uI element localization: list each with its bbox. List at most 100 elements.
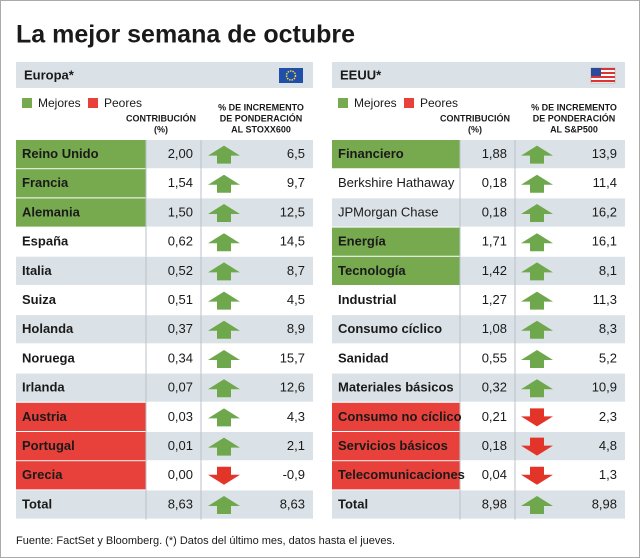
contribution: 0,32 <box>482 380 507 395</box>
legend-swatch <box>22 98 32 108</box>
increment: 13,9 <box>592 146 617 161</box>
name-cell <box>332 315 460 345</box>
name-cell <box>16 490 146 520</box>
panel-name: EEUU* <box>340 67 382 82</box>
row-name: Total <box>22 496 52 511</box>
increment: 5,2 <box>599 350 617 365</box>
row-name: Total <box>338 496 368 511</box>
flag-stripe <box>591 72 615 74</box>
increment: 6,5 <box>287 146 305 161</box>
column-header: AL STOXX600 <box>231 124 291 134</box>
column-header: % DE INCREMENTO <box>218 102 304 112</box>
contribution: 0,21 <box>482 409 507 424</box>
arrow-up <box>521 145 553 164</box>
name-cell <box>332 140 460 170</box>
row-name: Italia <box>22 263 52 278</box>
name-cell <box>16 461 146 491</box>
arrow-down <box>208 466 240 485</box>
increment: 12,5 <box>280 204 305 219</box>
flag <box>279 68 303 83</box>
increment: 4,8 <box>599 438 617 453</box>
name-cell <box>16 315 146 345</box>
flag-stripe <box>591 80 615 82</box>
increment: 15,7 <box>280 350 305 365</box>
arrow-up <box>208 174 240 193</box>
flag-canton <box>591 68 601 76</box>
increment: 8,98 <box>592 496 617 511</box>
row-name: Portugal <box>22 438 75 453</box>
name-cell <box>332 432 460 462</box>
name-cell <box>332 402 460 432</box>
contribution: 8,98 <box>482 496 507 511</box>
arrow-up <box>521 204 553 222</box>
arrow-up <box>208 291 240 310</box>
row-name: Tecnología <box>338 263 406 278</box>
arrow-down <box>521 408 553 427</box>
legend-swatch <box>404 98 414 108</box>
contribution: 0,04 <box>482 467 507 482</box>
flag-stripe <box>591 68 615 70</box>
contribution: 1,50 <box>168 204 193 219</box>
name-cell <box>16 286 146 316</box>
row-name: Consumo cíclico <box>338 321 442 336</box>
row-name: Servicios básicos <box>338 438 448 453</box>
column-header: % DE INCREMENTO <box>531 102 617 112</box>
arrow-up <box>208 496 240 514</box>
contribution: 0,03 <box>168 409 193 424</box>
increment: -0,9 <box>283 467 305 482</box>
row-name: Holanda <box>22 321 74 336</box>
title: La mejor semana de octubre <box>16 21 355 49</box>
contribution: 1,27 <box>482 292 507 307</box>
row-name: Berkshire Hathaway <box>338 175 455 190</box>
contribution: 1,08 <box>482 321 507 336</box>
contribution: 0,62 <box>168 234 193 249</box>
column-header: AL S&P500 <box>550 124 598 134</box>
increment: 8,7 <box>287 263 305 278</box>
arrow-up <box>521 291 553 310</box>
increment: 1,3 <box>599 467 617 482</box>
legend-label: Peores <box>104 96 142 110</box>
contribution: 2,00 <box>168 146 193 161</box>
contribution: 1,88 <box>482 146 507 161</box>
increment: 14,5 <box>280 234 305 249</box>
name-cell <box>332 490 460 520</box>
increment: 2,3 <box>599 409 617 424</box>
arrow-up <box>521 496 553 514</box>
contribution: 0,37 <box>168 321 193 336</box>
increment: 10,9 <box>592 380 617 395</box>
name-cell <box>332 373 460 403</box>
increment: 8,1 <box>599 263 617 278</box>
name-cell <box>332 344 460 374</box>
column-header: DE PONDERACIÓN <box>220 112 303 123</box>
legend-label: Mejores <box>354 96 397 110</box>
name-cell <box>16 198 146 228</box>
name-cell <box>16 432 146 462</box>
row-name: Telecomunicaciones <box>338 467 465 482</box>
name-cell <box>16 227 146 257</box>
panel-header <box>16 62 313 88</box>
increment: 8,63 <box>280 496 305 511</box>
row-name: Financiero <box>338 146 404 161</box>
arrow-down <box>521 466 553 485</box>
arrow-up <box>208 233 240 252</box>
arrow-up <box>208 145 240 164</box>
row-name: Consumo no cíclico <box>338 409 462 424</box>
contribution: 0,00 <box>168 467 193 482</box>
arrow-up <box>521 262 553 281</box>
column-header: CONTRIBUCIÓN <box>126 112 196 123</box>
row-name: Grecia <box>22 467 63 482</box>
panel-header <box>332 62 625 88</box>
row-name: Alemania <box>22 204 81 219</box>
arrow-up <box>521 174 553 193</box>
row-name: Francia <box>22 175 69 190</box>
row-name: Sanidad <box>338 350 389 365</box>
column-header: (%) <box>154 124 168 134</box>
column-header: (%) <box>468 124 482 134</box>
contribution: 0,34 <box>168 350 193 365</box>
name-cell <box>332 227 460 257</box>
increment: 9,7 <box>287 175 305 190</box>
name-cell <box>16 344 146 374</box>
arrow-up <box>208 262 240 281</box>
name-cell <box>16 402 146 432</box>
arrow-up <box>208 437 240 456</box>
